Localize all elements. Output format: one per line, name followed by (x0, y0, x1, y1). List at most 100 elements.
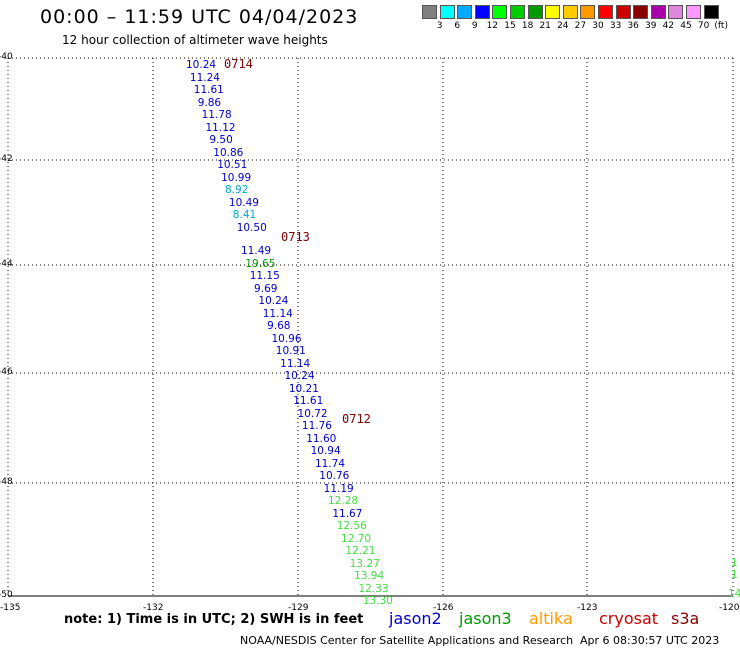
legend-label: 15 (504, 21, 516, 31)
legend-swatch (580, 5, 596, 19)
wave-height-value: 11.61 (193, 84, 224, 96)
legend-label: (ft) (714, 21, 728, 31)
latitude-tick-label: -46 (0, 367, 13, 377)
wave-height-value: 10.91 (275, 345, 306, 357)
wave-height-value: 10.96 (271, 332, 302, 345)
longitude-tick-label: -123 (577, 603, 598, 613)
legend-label: 70 (697, 21, 710, 31)
wave-height-value: 11.14 (262, 307, 293, 320)
legend-swatch (492, 5, 508, 19)
wave-height-value: 11.76 (301, 420, 332, 432)
legend-swatch (474, 5, 490, 19)
wave-height-value: 11.12 (205, 121, 236, 134)
wave-height-value: 10.24 (284, 370, 315, 382)
wave-height-value: 11.61 (293, 395, 324, 407)
legend-swatch (650, 5, 666, 19)
legend-swatch (527, 5, 543, 19)
legend-label: 18 (521, 21, 534, 31)
wave-height-value: 10.99 (221, 171, 252, 184)
latitude-tick-label: -48 (0, 477, 13, 487)
wave-height-value: 11.14 (280, 357, 311, 370)
legend-label: 3 (436, 21, 443, 31)
footnote: note: 1) Time is in UTC; 2) SWH is in fe… (64, 612, 364, 627)
longitude-tick-label: -120 (719, 603, 740, 613)
satellite-label-s3a: s3a (671, 609, 700, 628)
legend-label: 36 (627, 21, 639, 31)
wave-height-value: 13.27 (349, 557, 380, 570)
edge-wave-value: 1 (731, 557, 738, 569)
wave-height-value: 10.86 (213, 146, 244, 159)
legend-label: 9 (471, 21, 478, 31)
wave-height-value: 11.15 (249, 270, 280, 282)
legend-label: 33 (609, 21, 622, 31)
legend-swatch (668, 5, 684, 19)
wave-height-value: 9.68 (267, 320, 291, 332)
wave-height-value: 10.21 (288, 382, 319, 395)
latitude-tick-label: -42 (0, 154, 13, 164)
wave-height-value: 12.28 (328, 495, 359, 507)
legend-swatch (510, 5, 525, 19)
satellite-label-jason3: jason3 (459, 609, 512, 628)
wave-height-value: 10.76 (319, 470, 350, 482)
wave-height-value: 13.30 (362, 595, 393, 607)
legend-swatch (545, 5, 561, 19)
time-mark: 0714 (224, 57, 253, 71)
legend-swatch (422, 5, 437, 19)
legend-label: 27 (574, 21, 587, 31)
latitude-tick-label: -50 (0, 590, 13, 600)
legend-swatch (686, 5, 701, 19)
wave-height-value: 12.33 (358, 582, 389, 595)
credit-line: NOAA/NESDIS Center for Satellite Applica… (240, 634, 574, 647)
wave-height-value: 11.67 (332, 507, 363, 520)
satellite-label-jason2: jason2 (389, 609, 442, 628)
wave-height-value: 12.21 (345, 545, 376, 557)
wave-height-value: 12.56 (336, 520, 367, 532)
wave-height-value: 10.24 (258, 295, 289, 307)
legend-label: 45 (680, 21, 692, 31)
longitude-tick-label: -126 (433, 603, 454, 613)
edge-wave-value: 1 (731, 569, 738, 581)
legend-label: 21 (539, 21, 551, 31)
wave-height-value: 12.70 (341, 532, 372, 545)
edge-wave-value: 14 (728, 588, 740, 600)
longitude-tick-label: -129 (288, 603, 309, 613)
legend-swatch (439, 5, 455, 19)
wave-height-value: 9.86 (197, 96, 222, 109)
latitude-tick-label: -40 (0, 52, 13, 62)
wave-height-value: 11.24 (189, 71, 220, 84)
wave-height-value: 19.65 (245, 257, 276, 270)
legend-label: 24 (557, 21, 569, 31)
latitude-tick-label: -44 (0, 259, 13, 269)
wave-height-value: 10.49 (228, 196, 259, 209)
credit-timestamp: Apr 6 08:30:57 UTC 2023 (580, 634, 720, 647)
legend-swatch (703, 5, 719, 19)
wave-height-value: 9.69 (254, 282, 278, 295)
wave-height-value: 13.94 (354, 570, 385, 582)
legend-label: 30 (592, 21, 604, 31)
wave-height-value: 11.74 (314, 457, 345, 470)
legend-swatch (598, 5, 613, 19)
satellite-label-cryosat: cryosat (599, 609, 659, 628)
wave-height-value: 10.51 (217, 159, 248, 171)
wave-height-value: 10.94 (310, 445, 341, 457)
satellite-label-altika: altika (529, 609, 573, 628)
legend-swatch (457, 5, 473, 19)
wave-height-value: 9.50 (209, 134, 233, 146)
longitude-tick-label: -132 (143, 603, 164, 613)
wave-height-value: 10.24 (186, 59, 217, 71)
legend-label: 42 (662, 21, 675, 31)
page-title: 00:00 – 11:59 UTC 04/04/2023 (40, 6, 359, 28)
wave-height-value: 8.92 (225, 184, 249, 196)
wave-height-value: 10.50 (236, 221, 267, 234)
wave-height-value: 11.78 (201, 109, 232, 121)
wave-height-value: 11.19 (323, 482, 354, 495)
legend-swatch (633, 5, 649, 19)
wave-height-value: 11.49 (241, 245, 272, 257)
time-mark: 0713 (281, 230, 310, 244)
legend-swatch (615, 5, 631, 19)
wave-height-value: 10.72 (297, 407, 328, 420)
legend-label: 6 (454, 21, 461, 31)
wave-height-value: 8.41 (232, 209, 257, 221)
legend-swatch (562, 5, 578, 19)
